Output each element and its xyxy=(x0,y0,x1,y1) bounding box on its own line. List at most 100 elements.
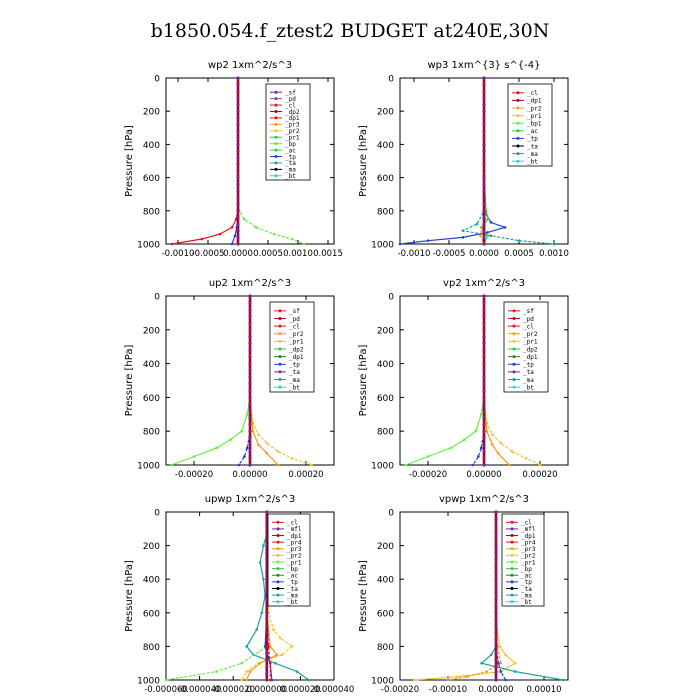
series-point xyxy=(290,456,294,460)
legend-marker xyxy=(516,98,520,102)
series-point xyxy=(479,446,483,450)
series-point xyxy=(489,234,493,237)
series-point xyxy=(258,561,262,564)
zero-profile-point xyxy=(482,129,486,133)
x-tick-label: 0.0000 xyxy=(223,249,253,259)
x-tick-label: 0.00000 xyxy=(466,470,501,480)
zero-profile-point xyxy=(482,195,486,200)
y-tick-label: 400 xyxy=(143,141,160,151)
y-tick-label: 0 xyxy=(154,293,160,303)
legend-marker xyxy=(516,159,520,163)
zero-profile-point xyxy=(265,658,269,662)
zero-profile-point xyxy=(482,102,486,107)
zero-profile-point xyxy=(265,517,269,521)
series-line xyxy=(165,512,268,681)
series-point xyxy=(192,455,196,458)
legend-entry: _pr2 xyxy=(521,553,536,560)
zero-profile-point xyxy=(494,651,498,655)
zero-profile-point xyxy=(265,644,269,649)
y-tick-label: 200 xyxy=(377,326,394,336)
series-point xyxy=(398,242,402,246)
legend-entry: _tp xyxy=(285,154,296,161)
legend-entry: _ac xyxy=(527,128,538,135)
zero-profile-point xyxy=(494,638,498,642)
plot-frame xyxy=(165,77,335,245)
zero-profile-point xyxy=(482,149,486,153)
zero-profile-point xyxy=(482,321,486,325)
legend-marker xyxy=(510,534,514,538)
legend-entry: _pr2 xyxy=(285,128,300,135)
legend-marker xyxy=(510,580,514,584)
zero-profile-point xyxy=(236,222,240,226)
chart-panel-1: wp3 1xm^{3} s^{-4} Pressure [hPa] 0 200 400 6… xyxy=(358,60,569,259)
zero-profile-point xyxy=(494,577,498,581)
zero-profile-point xyxy=(482,456,486,460)
series-point xyxy=(504,678,507,682)
legend-entry: _pr3 xyxy=(285,122,300,129)
chart-panel-2: up2 1xm^2/s^3 Pressure [hPa] 0 200 400 600 800… xyxy=(124,278,335,480)
series-point xyxy=(503,226,507,229)
legend-marker xyxy=(278,347,282,351)
legend-entry: _sf xyxy=(289,308,300,315)
legend-marker xyxy=(278,378,282,382)
zero-profile-point xyxy=(482,162,486,166)
legend-entry: _sf xyxy=(285,90,296,97)
legend-marker xyxy=(512,316,516,320)
x-tick-label: 0.00020 xyxy=(288,470,323,480)
zero-profile-point xyxy=(265,537,269,541)
series-point xyxy=(240,678,243,682)
series-point xyxy=(245,413,249,416)
series-point xyxy=(499,670,503,673)
series-point xyxy=(449,446,452,450)
zero-profile-point xyxy=(494,624,498,628)
series-point xyxy=(302,242,306,246)
zero-profile-point xyxy=(482,83,486,87)
legend-entry: _pr1 xyxy=(289,339,304,346)
zero-profile-point xyxy=(265,530,269,534)
legend-marker xyxy=(274,135,278,139)
zero-profile-point xyxy=(265,617,269,622)
series-point xyxy=(461,229,465,233)
legend-entry: _bt xyxy=(527,159,538,166)
y-tick-label: 200 xyxy=(377,108,394,118)
zero-profile-point xyxy=(236,142,240,146)
zero-profile-point xyxy=(236,202,240,206)
series-point xyxy=(258,661,262,665)
y-tick-label: 600 xyxy=(377,174,394,184)
zero-profile-point xyxy=(248,334,252,339)
series-line xyxy=(447,512,502,681)
legend-entry: _pr2 xyxy=(527,105,542,112)
legend-marker xyxy=(510,573,514,577)
legend-box xyxy=(269,301,315,393)
legend-entry: _ac xyxy=(287,573,298,580)
series-line xyxy=(171,78,239,245)
series-point xyxy=(170,242,174,246)
legend-entry: _bt xyxy=(289,384,300,391)
series-point xyxy=(275,653,279,657)
series-point xyxy=(513,661,517,665)
legend-entry: _dp2 xyxy=(289,346,304,353)
zero-profile-point xyxy=(482,395,486,399)
zero-profile-point xyxy=(236,229,240,233)
legend-entry: _ma xyxy=(285,167,296,174)
zero-profile-point xyxy=(482,449,486,454)
zero-profile-point xyxy=(248,409,252,413)
zero-profile-point xyxy=(248,321,252,325)
y-tick-label: 400 xyxy=(377,360,394,370)
chart-panel-3: vp2 1xm^2/s^3 Pressure [hPa] 0 200 400 600 800… xyxy=(358,278,569,480)
legend-marker xyxy=(512,355,516,359)
series-point xyxy=(497,661,500,665)
legend-entry: _bt xyxy=(521,599,532,606)
zero-profile-point xyxy=(482,109,486,113)
chart-title: vpwp 1xm^2/s^3 xyxy=(439,494,529,505)
x-tick-label: 0.0005 xyxy=(504,249,534,259)
legend-entry: _dp2 xyxy=(523,346,538,353)
series-point xyxy=(498,645,502,648)
legend-marker xyxy=(274,167,278,171)
y-tick-label: 800 xyxy=(377,207,394,217)
series-point xyxy=(465,675,469,678)
legend-marker xyxy=(510,520,514,524)
chart-title: up2 1xm^2/s^3 xyxy=(209,278,291,289)
series-point xyxy=(170,463,173,467)
